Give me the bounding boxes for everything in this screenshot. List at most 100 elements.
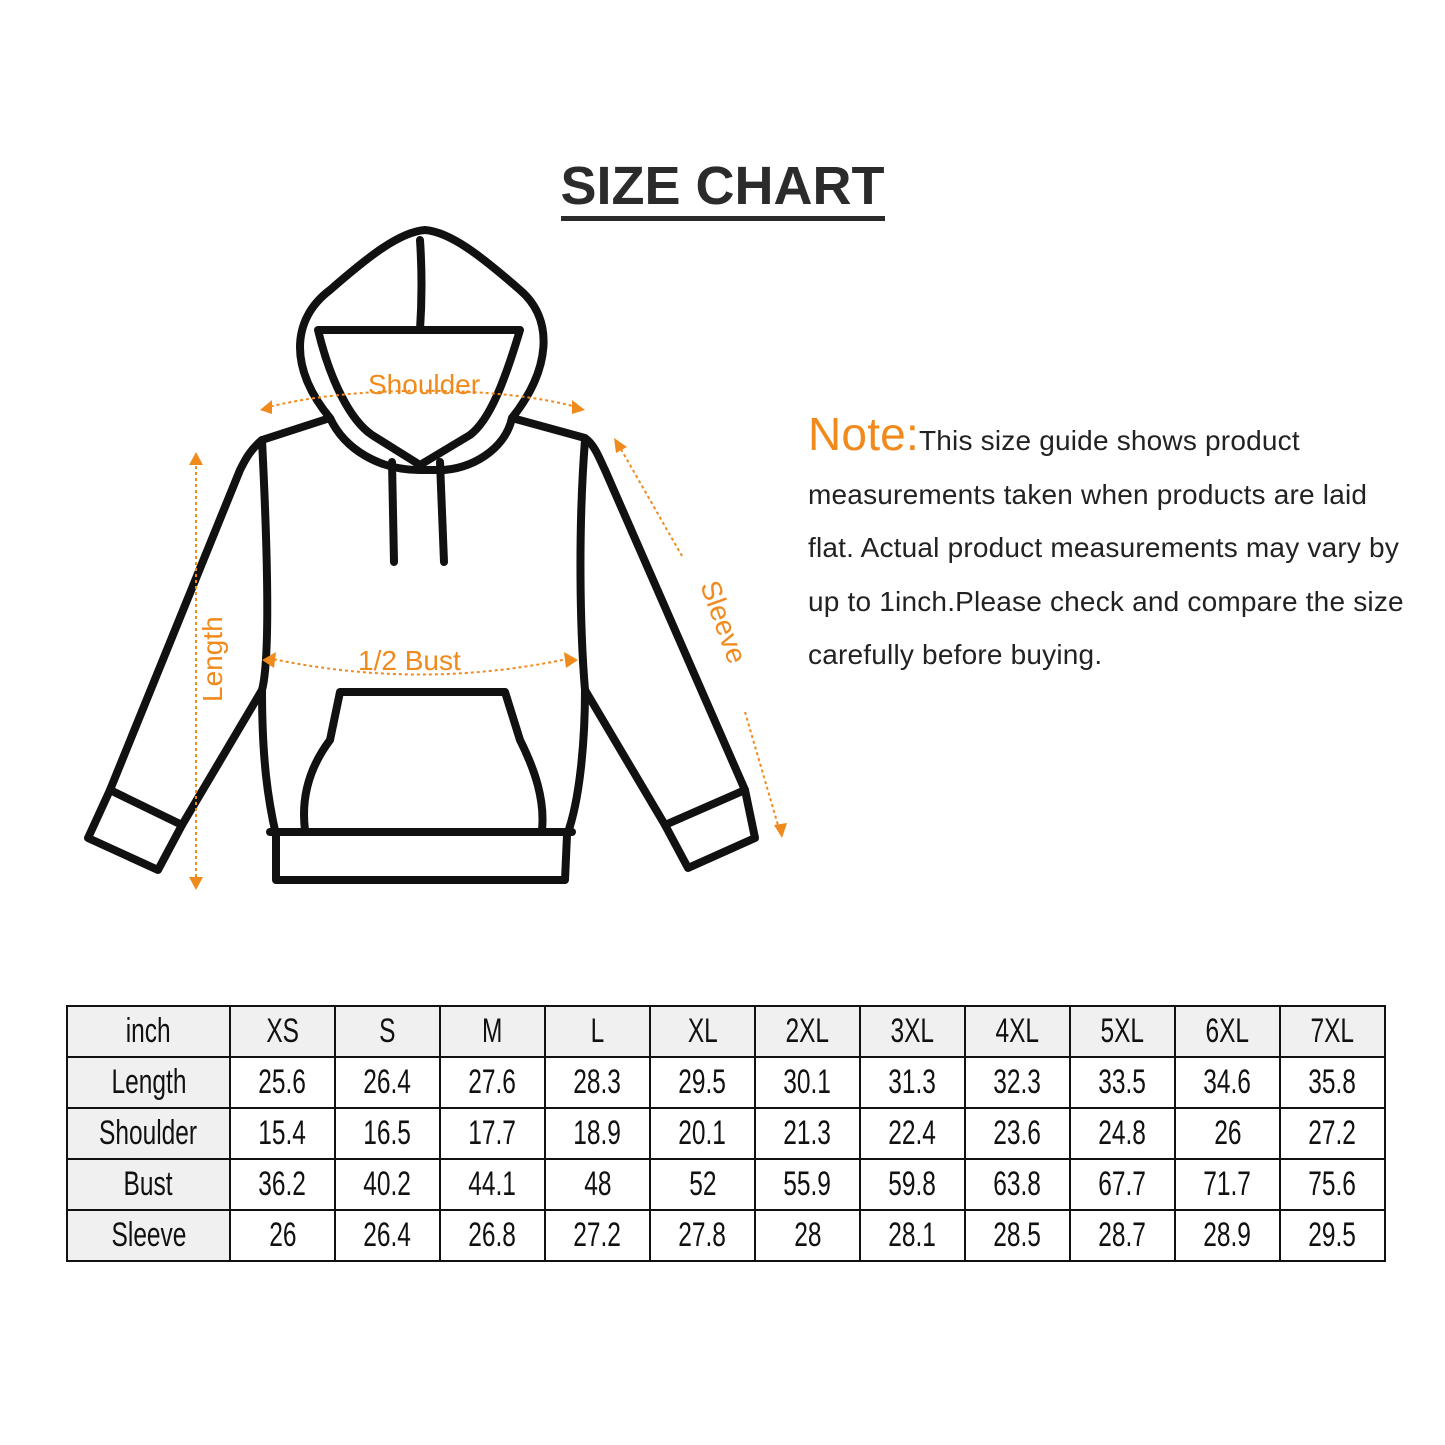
header-cell: XL — [649, 1005, 756, 1058]
row-label-cell: Bust — [66, 1158, 231, 1211]
cell-text: Sleeve — [111, 1216, 186, 1254]
cell-text: 28.7 — [1098, 1216, 1147, 1254]
title-text: SIZE CHART — [560, 156, 885, 221]
header-cell: 6XL — [1174, 1005, 1281, 1058]
table-cell: 23.6 — [964, 1107, 1071, 1160]
cell-text: 28.9 — [1203, 1216, 1252, 1254]
table-cell: 36.2 — [229, 1158, 336, 1211]
cell-text: M — [482, 1012, 503, 1050]
measurement-lines — [195, 389, 781, 884]
cell-text: 27.8 — [678, 1216, 727, 1254]
cell-text: 6XL — [1205, 1012, 1250, 1050]
table-cell: 28.7 — [1069, 1209, 1176, 1262]
table-cell: 22.4 — [859, 1107, 966, 1160]
arrow-heads — [189, 400, 787, 890]
cell-text: XL — [687, 1012, 718, 1050]
cell-text: Shoulder — [99, 1114, 198, 1152]
cell-text: 71.7 — [1203, 1165, 1252, 1203]
cell-text: 63.8 — [993, 1165, 1042, 1203]
cell-text: 27.2 — [1308, 1114, 1357, 1152]
cell-text: 16.5 — [363, 1114, 412, 1152]
table-cell: 27.8 — [649, 1209, 756, 1262]
cell-text: 48 — [583, 1165, 612, 1203]
table-cell: 27.6 — [439, 1056, 546, 1109]
table-cell: 29.5 — [1279, 1209, 1386, 1262]
table-cell: 27.2 — [1279, 1107, 1386, 1160]
cell-text: 35.8 — [1308, 1063, 1357, 1101]
cell-text: 4XL — [995, 1012, 1040, 1050]
header-cell: L — [544, 1005, 651, 1058]
table-cell: 52 — [649, 1158, 756, 1211]
table-cell: 18.9 — [544, 1107, 651, 1160]
header-cell: XS — [229, 1005, 336, 1058]
bust-label: 1/2 Bust — [358, 645, 461, 676]
length-label: Length — [197, 616, 228, 702]
table-cell: 25.6 — [229, 1056, 336, 1109]
table-cell: 26.4 — [334, 1209, 441, 1262]
cell-text: 28.3 — [573, 1063, 622, 1101]
row-label-cell: Length — [66, 1056, 231, 1109]
cell-text: 24.8 — [1098, 1114, 1147, 1152]
table-cell: 44.1 — [439, 1158, 546, 1211]
table-cell: 26.4 — [334, 1056, 441, 1109]
cell-text: 31.3 — [888, 1063, 937, 1101]
table-cell: 31.3 — [859, 1056, 966, 1109]
table-cell: 21.3 — [754, 1107, 861, 1160]
table-cell: 30.1 — [754, 1056, 861, 1109]
table-cell: 26 — [1174, 1107, 1281, 1160]
cell-text: 5XL — [1100, 1012, 1145, 1050]
cell-text: 15.4 — [258, 1114, 307, 1152]
header-cell: inch — [66, 1005, 231, 1058]
shoulder-label: Shoulder — [368, 369, 480, 400]
cell-text: 34.6 — [1203, 1063, 1252, 1101]
table-cell: 75.6 — [1279, 1158, 1386, 1211]
cell-text: 55.9 — [783, 1165, 832, 1203]
cell-text: XS — [266, 1012, 299, 1050]
table-cell: 29.5 — [649, 1056, 756, 1109]
table-cell: 59.8 — [859, 1158, 966, 1211]
cell-text: Bust — [123, 1165, 173, 1203]
cell-text: 20.1 — [678, 1114, 727, 1152]
cell-text: 23.6 — [993, 1114, 1042, 1152]
table-cell: 28.9 — [1174, 1209, 1281, 1262]
table-header-row: inch XS S M L XL 2XL 3XL 4XL 5XL 6XL 7XL — [66, 1005, 1386, 1058]
cell-text: 18.9 — [573, 1114, 622, 1152]
table-row: Bust 36.2 40.2 44.1 48 52 55.9 59.8 63.8 67.7 71.7… — [66, 1158, 1386, 1211]
table-cell: 40.2 — [334, 1158, 441, 1211]
cell-text: 26 — [1213, 1114, 1242, 1152]
cell-text: 29.5 — [678, 1063, 727, 1101]
table-cell: 27.2 — [544, 1209, 651, 1262]
table-cell: 48 — [544, 1158, 651, 1211]
table-cell: 33.5 — [1069, 1056, 1176, 1109]
cell-text: 21.3 — [783, 1114, 832, 1152]
row-label-cell: Shoulder — [66, 1107, 231, 1160]
cell-text: Length — [111, 1063, 186, 1101]
table-cell: 28.3 — [544, 1056, 651, 1109]
size-table: inch XS S M L XL 2XL 3XL 4XL 5XL 6XL 7XL Length 25.6 2… — [66, 1005, 1386, 1262]
table-cell: 55.9 — [754, 1158, 861, 1211]
cell-text: 67.7 — [1098, 1165, 1147, 1203]
cell-text: 28.1 — [888, 1216, 937, 1254]
table-cell: 32.3 — [964, 1056, 1071, 1109]
header-cell: 4XL — [964, 1005, 1071, 1058]
table-cell: 71.7 — [1174, 1158, 1281, 1211]
cell-text: 27.2 — [573, 1216, 622, 1254]
header-cell: 7XL — [1279, 1005, 1386, 1058]
cell-text: 7XL — [1310, 1012, 1355, 1050]
table-cell: 20.1 — [649, 1107, 756, 1160]
cell-text: L — [590, 1012, 605, 1050]
note: Note:This size guide shows product measu… — [808, 408, 1418, 682]
header-cell: 2XL — [754, 1005, 861, 1058]
header-cell: M — [439, 1005, 546, 1058]
cell-text: 22.4 — [888, 1114, 937, 1152]
cell-text: 32.3 — [993, 1063, 1042, 1101]
note-label: Note: — [808, 408, 919, 460]
cell-text: 30.1 — [783, 1063, 832, 1101]
table-cell: 28 — [754, 1209, 861, 1262]
header-cell: 3XL — [859, 1005, 966, 1058]
table-cell: 63.8 — [964, 1158, 1071, 1211]
hoodie-outline — [84, 226, 759, 884]
cell-text: 25.6 — [258, 1063, 307, 1101]
table-row: Length 25.6 26.4 27.6 28.3 29.5 30.1 31.3 32.3 33… — [66, 1056, 1386, 1109]
table-row: Sleeve 26 26.4 26.8 27.2 27.8 28 28.1 28.5 28.7 28… — [66, 1209, 1386, 1262]
